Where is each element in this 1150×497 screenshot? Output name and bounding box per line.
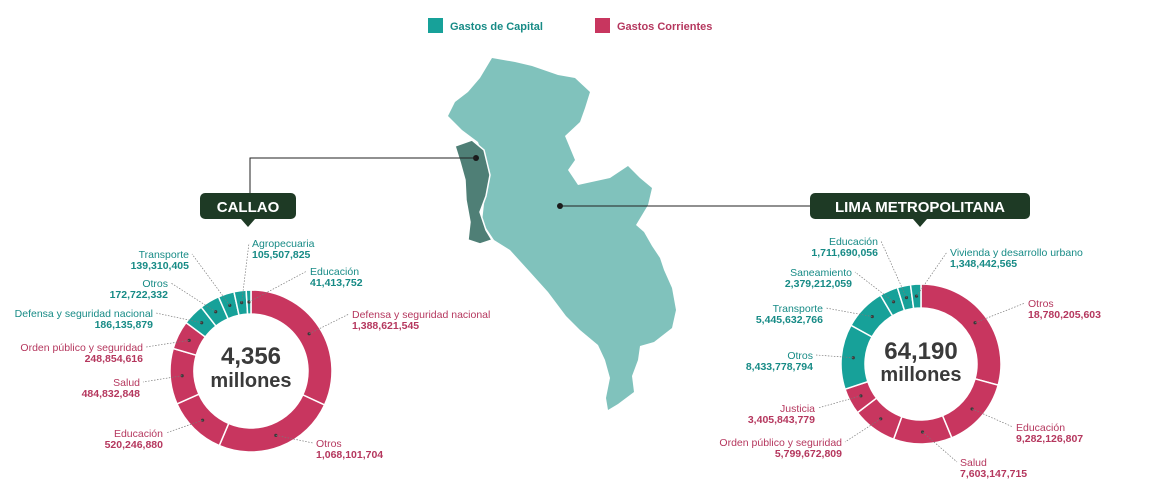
slice-leader-0-7 (191, 253, 231, 306)
slice-label-1-8: Educación (829, 236, 878, 248)
slice-value-0-5: 186,135,879 (95, 319, 154, 331)
donut-lima-metropolitana (840, 283, 1002, 445)
tag-lima-label: LIMA METROPOLITANA (835, 199, 1005, 216)
tag-callao: CALLAO (200, 193, 296, 227)
slice-label-1-1: Educación (1016, 422, 1065, 434)
legend-swatch-capital (428, 18, 443, 33)
slice-leader-0-4 (145, 339, 190, 348)
slice-leader-0-2 (165, 419, 203, 434)
slice-value-0-1: 1,068,101,704 (316, 449, 383, 461)
slice-label-1-3: Orden público y seguridad (719, 437, 842, 449)
tag-lima-bg (810, 193, 1030, 219)
slice-value-0-6: 172,722,332 (110, 289, 169, 301)
slice-label-1-5: Otros (787, 350, 813, 362)
slice-value-1-7: 2,379,212,059 (785, 278, 852, 290)
slice-dot-1-5 (851, 356, 855, 360)
slice-label-1-0: Otros (1028, 298, 1054, 310)
lima-total-unit: millones (880, 364, 961, 386)
slice-leader-1-3 (844, 418, 881, 443)
legend-label-corriente: Gastos Corrientes (617, 21, 712, 33)
slice-value-1-1: 9,282,126,807 (1016, 433, 1083, 445)
map-lima-metropolitana (448, 58, 676, 410)
slice-value-0-8: 105,507,825 (252, 249, 311, 261)
tag-lima-pointer (913, 219, 927, 227)
slice-label-1-2: Salud (960, 457, 987, 469)
legend-label-capital: Gastos de Capital (450, 21, 543, 33)
slice-label-1-7: Saneamiento (790, 267, 852, 279)
callao-total-unit: millones (210, 370, 291, 392)
legend-swatch-corriente (595, 18, 610, 33)
map-callao (454, 139, 494, 245)
slice-value-1-3: 5,799,672,809 (775, 448, 842, 460)
slice-leader-1-7 (854, 271, 894, 303)
slice-leader-0-9 (248, 270, 308, 303)
slice-dot-1-3 (879, 417, 883, 421)
slice-value-0-7: 139,310,405 (131, 260, 190, 272)
tag-callao-label: CALLAO (217, 199, 280, 216)
slice-dot-0-8 (240, 301, 244, 305)
slice-label-0-6: Otros (142, 278, 168, 290)
slice-leader-1-5 (815, 354, 854, 359)
slice-value-0-2: 520,246,880 (105, 439, 164, 451)
tag-callao-pointer (241, 219, 255, 227)
slice-leader-0-6 (170, 282, 216, 313)
slice-label-0-4: Orden público y seguridad (20, 342, 143, 354)
slice-leader-1-1 (971, 408, 1014, 428)
slice-label-0-5: Defensa y seguridad nacional (15, 308, 153, 320)
slice-value-1-4: 3,405,843,779 (748, 414, 815, 426)
slice-value-1-0: 18,780,205,603 (1028, 309, 1101, 321)
slice-value-1-9: 1,348,442,565 (950, 258, 1017, 270)
slice-value-1-5: 8,433,778,794 (746, 361, 813, 373)
slice-leader-1-8 (880, 240, 907, 298)
slice-leader-0-8 (241, 242, 250, 303)
slice-label-1-4: Justicia (780, 403, 815, 415)
slice-dot-1-6 (870, 314, 874, 319)
donut-slice-0-1 (218, 393, 326, 453)
slice-label-0-1: Otros (316, 438, 342, 450)
slice-value-0-3: 484,832,848 (82, 388, 141, 400)
slice-label-1-9: Vivienda y desarrollo urbano (950, 247, 1083, 259)
legend: Gastos de Capital Gastos Corrientes (428, 18, 712, 33)
donut-slice-0-3 (169, 347, 200, 405)
callao-connector (249, 157, 476, 193)
slice-value-1-6: 5,445,632,766 (756, 314, 823, 326)
slice-leader-0-0 (308, 313, 350, 335)
slice-label-1-6: Transporte (773, 303, 824, 315)
slice-leader-1-4 (817, 395, 861, 409)
lima-total-value: 64,190 (884, 338, 957, 365)
slice-label-0-0: Defensa y seguridad nacional (352, 309, 490, 321)
slice-value-1-8: 1,711,690,056 (811, 247, 878, 259)
donut-callao (169, 289, 333, 453)
slice-label-0-9: Educación (310, 266, 359, 278)
slice-leader-1-6 (825, 307, 873, 317)
slice-labels: Defensa y seguridad nacional1,388,621,54… (15, 236, 1101, 480)
donut-slice-1-2 (892, 414, 953, 445)
slice-value-1-2: 7,603,147,715 (960, 468, 1027, 480)
slice-leader-0-1 (275, 435, 314, 444)
map-lima-callao (448, 58, 676, 410)
slice-value-0-9: 41,413,752 (310, 277, 363, 289)
slice-value-0-4: 248,854,616 (85, 353, 144, 365)
slice-label-0-8: Agropecuaria (252, 238, 315, 250)
slice-value-0-0: 1,388,621,545 (352, 320, 419, 332)
tag-lima: LIMA METROPOLITANA (810, 193, 1030, 227)
tag-callao-bg (200, 193, 296, 219)
slice-leader-0-3 (142, 375, 183, 383)
slice-label-0-7: Transporte (139, 249, 190, 261)
slice-label-0-2: Educación (114, 428, 163, 440)
slice-label-0-3: Salud (113, 377, 140, 389)
donut-slice-1-1 (941, 377, 1000, 439)
callao-total-value: 4,356 (221, 343, 281, 370)
